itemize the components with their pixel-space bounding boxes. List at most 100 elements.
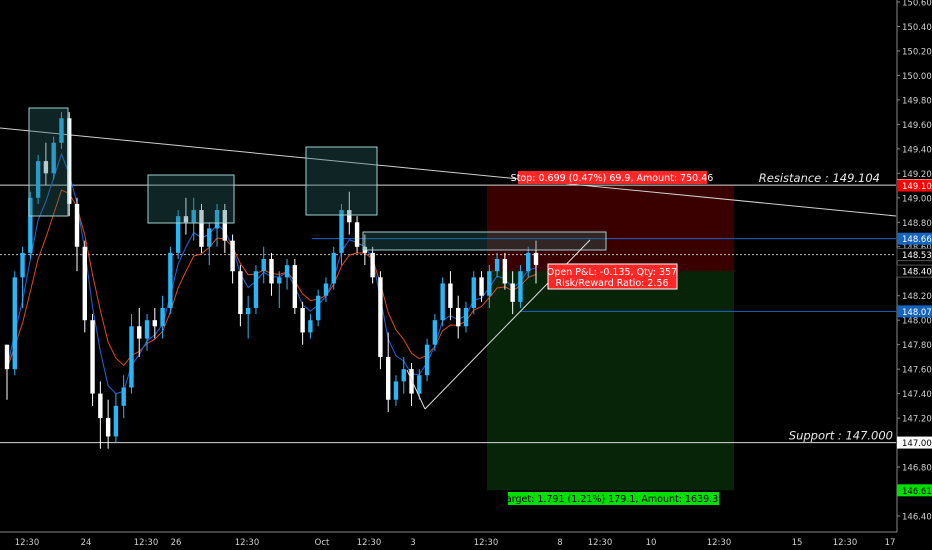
level-lines	[0, 127, 897, 444]
price-marker-label: 148.072	[902, 308, 932, 318]
candle-up	[59, 118, 64, 143]
candle-up	[417, 375, 422, 394]
candle-down	[4, 344, 10, 370]
candle-down	[269, 259, 274, 284]
candle-up	[284, 265, 290, 278]
candle-up	[339, 210, 344, 253]
price-tick-label: 149.400	[902, 145, 932, 155]
candle-up	[129, 326, 134, 388]
candle-down	[378, 277, 383, 357]
time-tick-label: 12:30	[134, 538, 159, 548]
time-tick-label: 12:30	[235, 538, 260, 548]
price-marker-box	[897, 305, 932, 318]
candle-down	[370, 252, 375, 278]
candle-up	[144, 320, 150, 339]
price-marker-label: 148.401	[902, 268, 932, 278]
candles	[4, 112, 539, 449]
candle-down	[98, 393, 103, 419]
candle-down	[510, 283, 515, 302]
highlight-box	[28, 107, 69, 217]
price-tick-label: 149.800	[902, 96, 932, 106]
stop-label-box	[518, 171, 707, 184]
candle-up	[526, 252, 531, 272]
time-tick-label: 3	[410, 538, 415, 548]
price-axis: 146.400146.600146.800147.000147.200147.4…	[896, 0, 932, 532]
candle-up	[401, 369, 406, 382]
candle-down	[82, 246, 87, 321]
price-tick-label: 150.400	[902, 23, 932, 33]
risk-reward-label: Risk/Reward Ratio: 2.56	[555, 278, 668, 289]
price-tick-label: 150.600	[902, 0, 932, 9]
candle-down	[199, 210, 204, 247]
price-tick-label: 146.400	[902, 513, 932, 523]
price-marker-label: 149.100	[902, 182, 932, 192]
candle-down	[300, 307, 305, 333]
time-tick-label: 10	[646, 538, 657, 548]
candle-down	[448, 283, 453, 308]
candle-up	[471, 277, 476, 308]
time-tick-label: 12:30	[474, 538, 499, 548]
candle-up	[28, 197, 33, 253]
candle-up	[160, 307, 165, 327]
candle-down	[67, 118, 72, 204]
target-label: Target: 1.791 (1.21%) 179.1, Amount: 163…	[501, 494, 725, 505]
candle-up	[424, 344, 430, 376]
time-tick-label: 24	[81, 538, 92, 548]
candle-down	[409, 369, 414, 394]
candle-down	[152, 320, 158, 327]
candle-down	[502, 259, 508, 284]
resistance-label: Resistance : 149.104	[759, 171, 880, 185]
price-marker-box	[897, 232, 932, 245]
pnl-label-box	[547, 263, 678, 290]
candle-up	[494, 259, 500, 272]
time-axis: 12:30 24 12:30 26 12:30 Oct 12:30 3 12:30 8 12:30 1…	[0, 531, 897, 548]
candle-down	[533, 252, 539, 266]
time-tick-label: 12:30	[588, 538, 613, 548]
candle-up	[51, 142, 56, 174]
price-tick-label: 146.800	[902, 464, 932, 474]
candle-down	[43, 161, 49, 174]
candle-up	[308, 320, 313, 333]
price-marker-box	[897, 179, 932, 192]
price-marker-label: 147.000	[902, 439, 932, 449]
candle-up	[315, 295, 321, 321]
candle-down	[347, 210, 352, 223]
price-tick-label: 147.400	[902, 390, 932, 400]
price-marker-box	[896, 264, 932, 278]
price-tick-label: 148.800	[902, 219, 932, 229]
price-marker-label: 148.536	[902, 251, 932, 261]
candle-up	[35, 161, 41, 198]
candle-down	[238, 271, 243, 315]
candle-up	[432, 320, 438, 345]
descending-trendline	[0, 127, 897, 217]
candle-up	[440, 283, 445, 321]
price-tick-label: 148.200	[902, 292, 932, 302]
pnl-label: Open P&L: -0.135, Qty: 357	[547, 267, 677, 278]
time-tick-label: 12:30	[15, 538, 40, 548]
candle-up	[191, 210, 196, 223]
candle-up	[487, 271, 492, 296]
price-marker-box	[896, 248, 932, 262]
time-tick-label: Oct	[315, 538, 330, 548]
target-label-box	[508, 492, 719, 505]
candle-up	[393, 381, 399, 400]
time-tick-label: 17	[885, 538, 896, 548]
time-tick-label: 8	[557, 538, 562, 548]
stop-zone	[487, 185, 734, 272]
highlight-box	[362, 231, 607, 251]
price-marker-box	[897, 484, 932, 497]
support-label: Support : 147.000	[789, 429, 893, 443]
time-tick-label: 12:30	[357, 538, 382, 548]
candle-up	[261, 259, 266, 272]
candle-up	[175, 216, 181, 253]
candle-down	[292, 265, 298, 308]
price-tick-label: 149.200	[902, 170, 932, 180]
candle-up	[168, 252, 173, 308]
candle-down	[105, 418, 111, 437]
time-tick-label: 26	[171, 538, 182, 548]
price-tick-label: 147.800	[902, 341, 932, 351]
highlight-box	[147, 174, 235, 224]
price-tick-label: 147.200	[902, 415, 932, 425]
